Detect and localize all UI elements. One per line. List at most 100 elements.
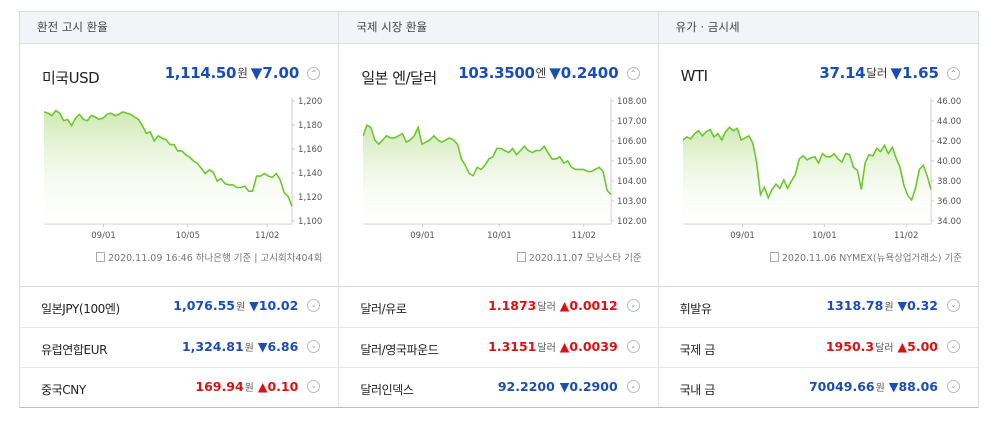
price-chart: 108.00 107.00 106.00 105.00 104.00 103.00 102.… — [363, 97, 647, 241]
column-international-market: 국제 시장 환율 일본 엔/달러 103.3500 엔 ▼0.2400 ⌃ 10… — [339, 12, 659, 409]
quote-row-price: 1,076.55 — [173, 298, 235, 313]
quote-row[interactable]: 달러/유로 1.1873 달러 ▲0.0012 ⌄ — [339, 287, 658, 328]
main-quote-name[interactable]: WTI — [680, 67, 708, 85]
quote-row[interactable]: 국내 금 70049.66 원 ▼88.06 ⌄ — [659, 368, 978, 409]
y-tick-label: 105.00 — [617, 157, 647, 167]
quote-list: 달러/유로 1.1873 달러 ▲0.0012 ⌄ 달러/영국파운드 1.3151 달러 ▲0.… — [339, 286, 658, 409]
quote-row-unit: 원 — [244, 383, 254, 394]
chevron-down-icon[interactable]: ⌄ — [307, 299, 321, 312]
x-tick-label: 09/01 — [730, 231, 755, 241]
chevron-down-icon[interactable]: ⌄ — [946, 339, 960, 353]
y-tick-label: 108.00 — [617, 97, 647, 107]
y-tick-label: 102.00 — [617, 217, 647, 227]
quote-row-name[interactable]: 중국CNY — [41, 383, 86, 397]
chevron-down-icon[interactable]: ⌄ — [307, 380, 321, 393]
y-tick-label: 44.00 — [937, 117, 961, 127]
quote-row-name[interactable]: 국내 금 — [679, 383, 716, 397]
quote-row-unit: 달러 — [537, 342, 556, 354]
chevron-down-icon[interactable]: ⌄ — [626, 339, 640, 353]
chevron-up-icon[interactable]: ⌃ — [946, 66, 960, 80]
y-tick-label: 103.00 — [617, 197, 647, 207]
chevron-down-icon[interactable]: ⌄ — [307, 339, 321, 353]
chevron-up-icon[interactable]: ⌃ — [307, 66, 321, 80]
quote-row-name[interactable]: 국제 금 — [679, 342, 716, 357]
main-quote-change: ▼0.2400 — [549, 64, 619, 82]
quote-row-price: 92.2200 — [497, 379, 555, 394]
chevron-down-icon[interactable]: ⌄ — [946, 299, 960, 312]
y-tick-label: 1,100 — [298, 217, 322, 227]
quote-row-price: 1,324.81 — [181, 338, 244, 354]
y-tick-label: 40.00 — [937, 157, 961, 167]
chart-series-line — [682, 126, 932, 202]
chevron-down-icon[interactable]: ⌄ — [946, 380, 960, 393]
quote-row-change: ▲0.0039 — [559, 338, 618, 354]
main-quote-change: ▼1.65 — [890, 64, 939, 82]
quote-row-change: ▼0.2900 — [559, 379, 618, 394]
quote-row-price: 1.1873 — [488, 298, 537, 313]
x-tick-label: 10/01 — [812, 231, 837, 241]
main-quote[interactable]: WTI 37.14 달러 ▼1.65 ⌃ — [659, 64, 978, 86]
quote-row[interactable]: 일본JPY(100엔) 1,076.55 원 ▼10.02 ⌄ — [20, 287, 339, 328]
quote-row-name[interactable]: 일본JPY(100엔) — [41, 302, 120, 316]
column-exchange-notice: 환전 고시 환율 미국USD 1,114.50 원 ▼7.00 ⌃ 1,200 1… — [20, 12, 340, 409]
main-quote-change: ▼7.00 — [250, 64, 300, 82]
quote-row-unit: 달러 — [875, 342, 894, 354]
y-tick-label: 104.00 — [617, 177, 647, 187]
y-tick-label: 1,160 — [298, 145, 322, 155]
quote-row-price: 1318.78 — [826, 298, 884, 313]
quote-row-name[interactable]: 달러/영국파운드 — [360, 342, 439, 357]
quote-row-name[interactable]: 달러/유로 — [360, 302, 407, 316]
chevron-down-icon[interactable]: ⌄ — [626, 380, 640, 393]
chart-series-line — [44, 109, 293, 207]
x-tick-label: 11/02 — [255, 231, 280, 241]
quote-row[interactable]: 달러인덱스 92.2200 ▼0.2900 ⌄ — [339, 368, 657, 409]
quote-row-name[interactable]: 유럽연합EUR — [41, 342, 108, 357]
column-header[interactable]: 유가 · 금시세 — [658, 12, 978, 44]
chart-series-line — [363, 124, 612, 196]
y-tick-label: 1,180 — [298, 121, 322, 131]
main-quote[interactable]: 미국USD 1,114.50 원 ▼7.00 ⌃ — [20, 64, 338, 87]
y-tick-label: 1,140 — [298, 169, 322, 179]
y-tick-label: 106.00 — [617, 137, 647, 147]
main-quote-price: 1,114.50 — [164, 64, 237, 82]
quote-row[interactable]: 국제 금 1950.3 달러 ▲5.00 ⌄ — [658, 328, 978, 368]
column-header[interactable]: 환전 고시 환율 — [20, 12, 339, 44]
quote-row[interactable]: 휘발유 1318.78 원 ▼0.32 ⌄ — [658, 287, 978, 328]
quote-row[interactable]: 중국CNY 169.94 원 ▲0.10 ⌄ — [20, 368, 338, 409]
source-note: 2020.11.07 모닝스타 기준 — [516, 250, 642, 264]
main-quote-name[interactable]: 미국USD — [42, 69, 100, 87]
y-tick-label: 38.00 — [937, 177, 961, 187]
main-quote[interactable]: 일본 엔/달러 103.3500 엔 ▼0.2400 ⌃ — [339, 64, 657, 87]
quote-row-change: ▼6.86 — [257, 338, 299, 354]
y-tick-label: 34.00 — [937, 217, 961, 227]
quote-row-price: 1950.3 — [825, 338, 875, 354]
x-tick-label: 11/02 — [894, 231, 919, 241]
quote-row-change: ▲0.10 — [257, 379, 299, 394]
quote-row-price: 70049.66 — [808, 379, 875, 394]
price-chart: 46.00 44.00 42.00 40.00 38.00 36.00 34.00 09/01… — [682, 97, 961, 241]
y-tick-label: 1,120 — [298, 193, 322, 203]
document-icon — [95, 252, 105, 262]
quote-row-change: ▼10.02 — [249, 298, 299, 313]
main-quote-name[interactable]: 일본 엔/달러 — [361, 69, 437, 87]
chevron-down-icon[interactable]: ⌄ — [626, 299, 640, 312]
y-tick-label: 42.00 — [937, 137, 961, 147]
quote-row[interactable]: 유럽연합EUR 1,324.81 원 ▼6.86 ⌄ — [20, 328, 339, 368]
source-note: 2020.11.09 16:46 하나은행 기준 | 고시회차404회 — [95, 250, 322, 264]
quote-row[interactable]: 달러/영국파운드 1.3151 달러 ▲0.0039 ⌄ — [339, 328, 658, 368]
quote-row-name[interactable]: 휘발유 — [679, 302, 712, 316]
quote-row-price: 169.94 — [195, 379, 244, 394]
column-header[interactable]: 국제 시장 환율 — [339, 12, 658, 44]
y-tick-label: 1,200 — [298, 97, 322, 107]
main-quote-unit: 원 — [237, 66, 248, 80]
column-oil-gold: 유가 · 금시세 WTI 37.14 달러 ▼1.65 ⌃ 46.00 44.00… — [658, 12, 978, 409]
quote-row-unit: 원 — [875, 383, 885, 394]
chart-area — [44, 110, 292, 224]
quote-row-change: ▼88.06 — [888, 379, 938, 394]
chevron-up-icon[interactable]: ⌃ — [626, 66, 640, 80]
exchange-rate-widget: 환전 고시 환율 미국USD 1,114.50 원 ▼7.00 ⌃ 1,200 1… — [19, 11, 979, 408]
quote-row-unit: 원 — [884, 302, 894, 313]
quote-row-name[interactable]: 달러인덱스 — [360, 383, 414, 397]
quote-row-change: ▼0.32 — [897, 298, 938, 313]
